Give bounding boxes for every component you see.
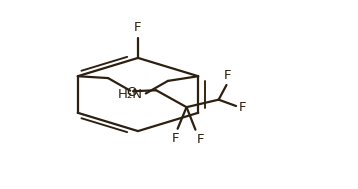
Text: H₂N: H₂N	[118, 88, 143, 101]
Text: F: F	[224, 69, 231, 82]
Text: F: F	[134, 22, 142, 34]
Text: F: F	[197, 133, 205, 146]
Text: F: F	[239, 101, 246, 114]
Text: O: O	[126, 86, 136, 99]
Text: F: F	[172, 132, 180, 146]
